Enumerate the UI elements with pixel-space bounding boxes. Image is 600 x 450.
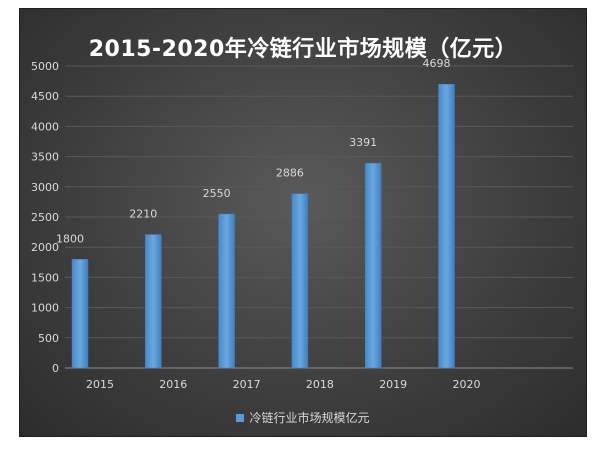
- chart-plot: 0 500 1000 1500 2000 2500 3000 3500 4000 4500 5000…: [31, 57, 573, 391]
- bar: [145, 234, 162, 369]
- chart-title: 2015-2020年冷链行业市场规模（亿元）: [88, 37, 518, 62]
- data-label: 1800: [56, 232, 84, 245]
- y-tick-label: 3000: [31, 181, 59, 194]
- x-tick-label: 2016: [159, 378, 187, 391]
- y-tick-label: 1000: [31, 302, 59, 315]
- legend-swatch: [236, 413, 245, 422]
- x-tick-label: 2020: [453, 378, 481, 391]
- data-label: 2550: [203, 187, 231, 200]
- data-label: 3391: [349, 136, 377, 149]
- y-tick-label: 5000: [31, 60, 59, 73]
- bar: [291, 193, 309, 369]
- chart-panel: 2015-2020年冷链行业市场规模（亿元） 0 500 1000 1500 2000 2…: [19, 8, 587, 437]
- y-tick-label: 500: [38, 332, 59, 345]
- data-label: 4698: [423, 57, 451, 70]
- bar: [218, 213, 235, 369]
- x-tick-label: 2015: [86, 378, 114, 391]
- y-tick-label: 2500: [31, 211, 59, 224]
- y-tick-label: 4500: [31, 90, 59, 103]
- legend-label: 冷链行业市场规模亿元: [249, 411, 370, 425]
- data-label: 2210: [129, 208, 157, 221]
- data-label: 2886: [276, 167, 304, 180]
- y-tick-label: 3500: [31, 151, 59, 164]
- x-tick-label: 2019: [379, 378, 407, 391]
- bar: [438, 83, 455, 369]
- bar: [364, 162, 382, 369]
- x-tick-label: 2017: [233, 378, 261, 391]
- bar: [71, 259, 89, 369]
- chart-legend: 冷链行业市场规模亿元: [20, 409, 586, 426]
- y-tick-label: 2000: [31, 241, 59, 254]
- x-tick-label: 2018: [306, 378, 334, 391]
- y-tick-label: 4000: [31, 120, 59, 133]
- y-tick-label: 1500: [31, 271, 59, 284]
- y-tick-label: 0: [52, 362, 59, 375]
